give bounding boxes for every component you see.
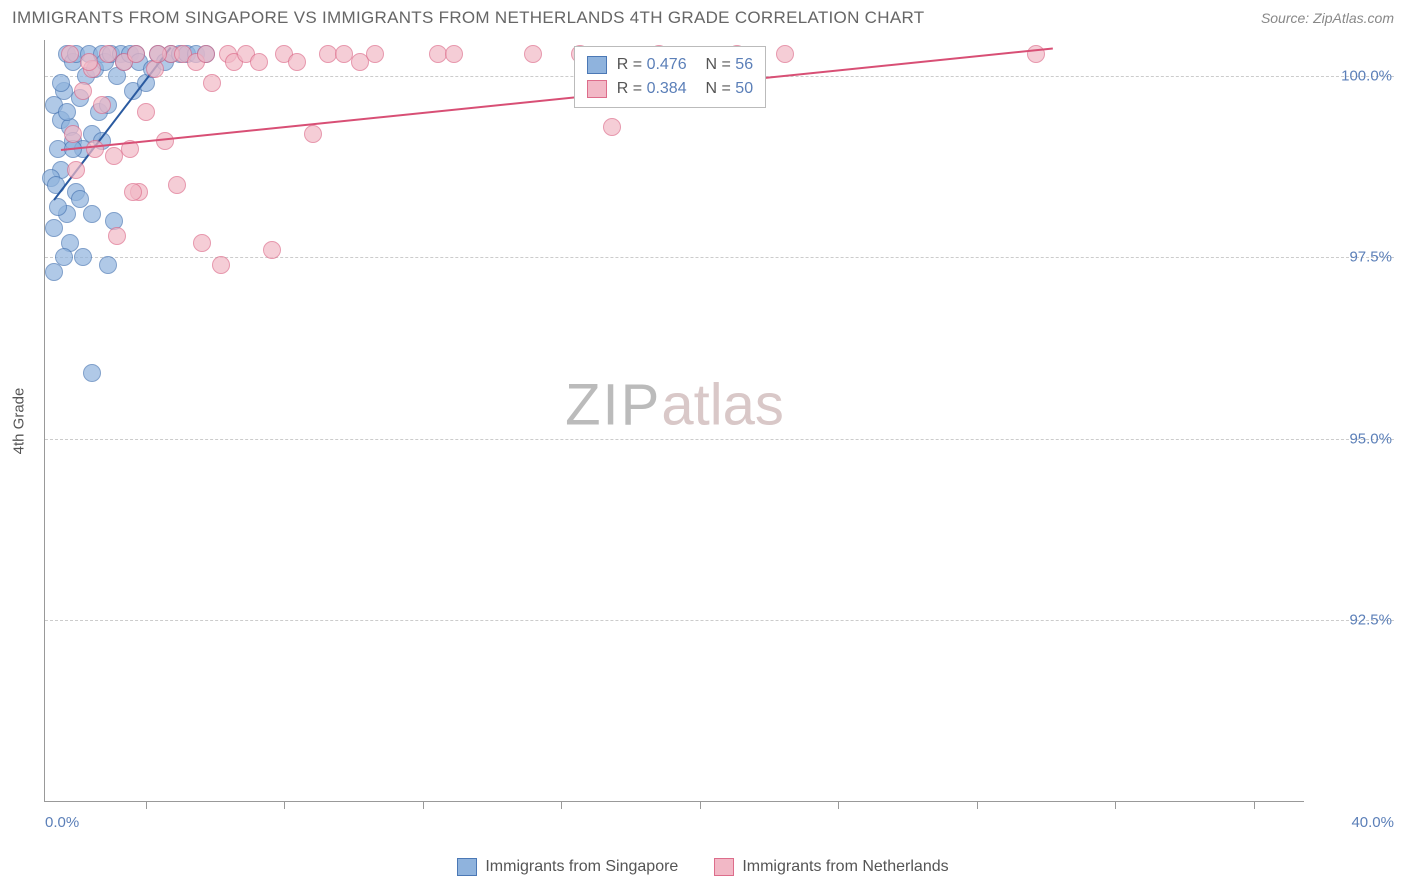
x-tick [561,801,562,809]
x-tick [423,801,424,809]
gridline [45,257,1394,258]
data-point [203,74,221,92]
legend-r-label: R = 0.476 [617,53,687,77]
data-point [64,125,82,143]
legend-r-label: R = 0.384 [617,77,687,101]
y-axis-title: 4th Grade [11,387,28,454]
y-tick-label: 97.5% [1312,249,1392,266]
data-point [304,125,322,143]
y-tick-label: 100.0% [1312,68,1392,85]
watermark: ZIPatlas [565,372,784,439]
data-point [137,103,155,121]
data-point [263,241,281,259]
x-tick [700,801,701,809]
stats-legend-row: R = 0.476 N = 56 [587,53,753,77]
data-point [67,161,85,179]
legend-label-netherlands: Immigrants from Netherlands [742,858,948,876]
data-point [52,74,70,92]
legend-swatch-netherlands [714,858,734,876]
data-point [74,248,92,266]
x-min-label: 0.0% [45,814,79,831]
x-tick [146,801,147,809]
legend-label-singapore: Immigrants from Singapore [485,858,678,876]
data-point [776,45,794,63]
data-point [603,118,621,136]
data-point [445,45,463,63]
y-tick-label: 92.5% [1312,611,1392,628]
chart-title: IMMIGRANTS FROM SINGAPORE VS IMMIGRANTS … [12,8,924,28]
data-point [149,45,167,63]
data-point [58,103,76,121]
legend-swatch [587,80,607,98]
legend-n-label: N = 50 [697,77,753,101]
data-point [61,45,79,63]
legend-item-netherlands: Immigrants from Netherlands [714,858,948,876]
data-point [80,53,98,71]
x-tick [1115,801,1116,809]
data-point [168,176,186,194]
data-point [212,256,230,274]
data-point [49,198,67,216]
data-point [93,96,111,114]
data-point [193,234,211,252]
data-point [124,183,142,201]
data-point [127,45,145,63]
data-point [156,132,174,150]
data-point [83,364,101,382]
legend-swatch [587,56,607,74]
data-point [524,45,542,63]
legend-swatch-singapore [457,858,477,876]
x-tick [838,801,839,809]
x-tick [1254,801,1255,809]
source-label: Source: ZipAtlas.com [1261,10,1394,26]
data-point [71,190,89,208]
stats-legend-row: R = 0.384 N = 50 [587,77,753,101]
data-point [45,219,63,237]
gridline [45,439,1394,440]
legend-n-label: N = 56 [697,53,753,77]
plot-area: 4th Grade ZIPatlas 100.0%97.5%95.0%92.5%… [44,40,1304,802]
legend-item-singapore: Immigrants from Singapore [457,858,678,876]
data-point [74,82,92,100]
bottom-legend: Immigrants from Singapore Immigrants fro… [0,858,1406,876]
data-point [197,45,215,63]
data-point [366,45,384,63]
plot-wrap: 4th Grade ZIPatlas 100.0%97.5%95.0%92.5%… [44,40,1394,832]
data-point [47,176,65,194]
stats-legend-box: R = 0.476 N = 56R = 0.384 N = 50 [574,46,766,108]
watermark-part2: atlas [661,373,784,438]
data-point [288,53,306,71]
x-max-label: 40.0% [1351,814,1394,831]
x-tick [977,801,978,809]
data-point [83,205,101,223]
gridline [45,620,1394,621]
x-tick [284,801,285,809]
data-point [55,248,73,266]
trend-line [61,47,1053,150]
data-point [99,256,117,274]
y-tick-label: 95.0% [1312,430,1392,447]
data-point [250,53,268,71]
data-point [86,140,104,158]
data-point [108,227,126,245]
watermark-part1: ZIP [565,373,661,438]
